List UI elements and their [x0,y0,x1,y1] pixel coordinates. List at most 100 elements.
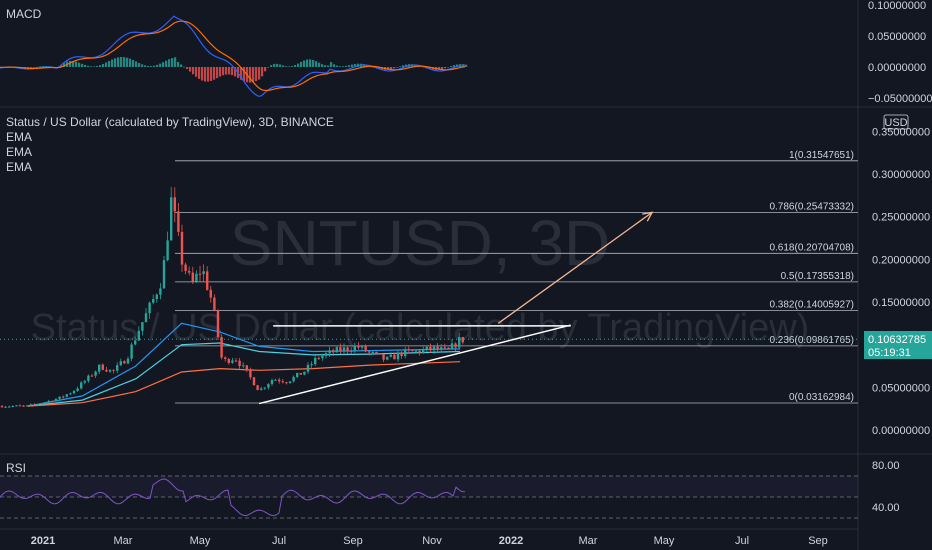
candle-body [216,310,220,338]
macd-hist-bar [129,58,132,67]
candle-body [108,369,112,372]
fibonacci-retracement[interactable]: 1(0.31547651) 0.786(0.25473332) 0.618(0.20… [175,150,858,404]
macd-hist-bar [429,67,432,70]
candle-body [414,350,418,352]
macd-hist-bar [27,67,30,69]
candle-body [198,273,202,275]
candle-body [256,385,259,391]
time-label: Mar [114,535,133,547]
macd-hist-bar [447,67,450,68]
time-axis[interactable]: 2021 Mar May Jul Sep Nov 2022 Mar May Jul Sep [31,535,828,547]
candle-body [396,352,400,360]
candle-body [202,271,205,275]
macd-hist-bar [270,65,273,67]
candle-body [339,347,342,352]
macd-hist-bar [30,67,33,68]
candle-body [209,289,212,298]
candle-body [288,381,292,384]
macd-hist-bar [198,67,201,79]
candle-body [303,371,306,375]
macd-hist-bar [303,60,306,67]
macd-hist-bar [441,67,444,70]
symbol-title[interactable]: Status / US Dollar (calculated by Tradin… [6,115,334,129]
candle-body [123,361,126,364]
macd-hist-bar [342,66,345,67]
macd-hist-bar [33,67,36,68]
candle-body [148,302,151,314]
macd-hist-bar [234,67,237,77]
drawings[interactable] [258,211,654,405]
macd-hist-bar [390,67,393,70]
currency-badge-frame [883,114,909,130]
support-trendline[interactable] [258,324,571,405]
macd-hist-bar [213,67,216,80]
candle-body [98,364,101,372]
macd-label[interactable]: MACD [6,7,42,21]
candle-body [422,349,425,354]
macd-hist-bar [345,65,348,67]
rsi-label[interactable]: RSI [6,461,26,475]
macd-hist-bar [153,65,156,67]
macd-hist-bar [117,57,120,67]
candle-body [375,352,378,354]
macd-hist-bar [402,65,405,67]
candle-body [162,260,166,289]
candle-body [155,294,158,300]
macd-hist-bar [171,58,174,67]
macd-hist-bar [144,65,147,67]
candle-body [404,349,407,357]
currency-badge[interactable]: USD [883,114,909,130]
macd-hist-bar [126,57,129,67]
macd-hist-bar [288,66,291,68]
price-axis[interactable]: 0.35000000 0.30000000 0.25000000 0.20000000… [872,126,930,437]
macd-hist-bar [465,64,468,67]
candle-body [36,404,40,406]
macd-hist-bar [312,59,315,67]
fib-level-label: 0.618(0.20704708) [769,242,854,253]
candle-body [278,379,281,382]
indicator-label-ema-1[interactable]: EMA [6,130,32,144]
macd-hist-bar [414,64,417,67]
macd-hist-bar [162,62,165,67]
macd-hist-bar [93,66,96,68]
candle-body [220,337,223,358]
currency-label: USD [884,117,907,129]
candle-body [177,211,180,232]
candle-body [26,405,29,407]
candle-body [101,364,104,370]
macd-hist-bar [195,67,198,77]
candle-body [105,369,108,372]
macd-hist-bar [39,66,42,67]
current-price-badge-bg [864,331,932,359]
indicator-label-ema-2[interactable]: EMA [6,145,32,159]
candle-body [159,288,162,295]
candle-body [8,406,11,408]
projection-arrow[interactable] [497,211,653,324]
candle-body [195,273,198,282]
candle-body [166,240,169,261]
macd-hist-bar [204,67,207,82]
macd-hist-bar [42,66,45,67]
time-label: Jul [735,535,749,547]
macd-hist-bar [168,59,171,67]
candle-body [213,297,216,311]
ema-line-2 [27,342,461,407]
candle-body [231,360,234,363]
macd-hist-bar [231,67,234,76]
indicator-label-ema-3[interactable]: EMA [6,160,32,174]
candle-body [270,380,274,385]
candle-body [454,343,457,348]
macd-hist-bar [96,66,99,67]
candle-body [69,393,72,395]
price-tick: 0.20000000 [872,254,930,266]
candle-body [184,264,187,272]
macd-hist-bar [378,67,381,69]
macd-axis[interactable]: 0.10000000 0.05000000 0.00000000 −0.0500000… [868,0,932,105]
candle-body [317,357,320,359]
macd-hist-bar [135,61,138,67]
candle-body [44,402,47,404]
macd-hist-bar [63,62,66,67]
time-label: Sep [343,535,363,547]
macd-hist-bar [216,67,219,79]
